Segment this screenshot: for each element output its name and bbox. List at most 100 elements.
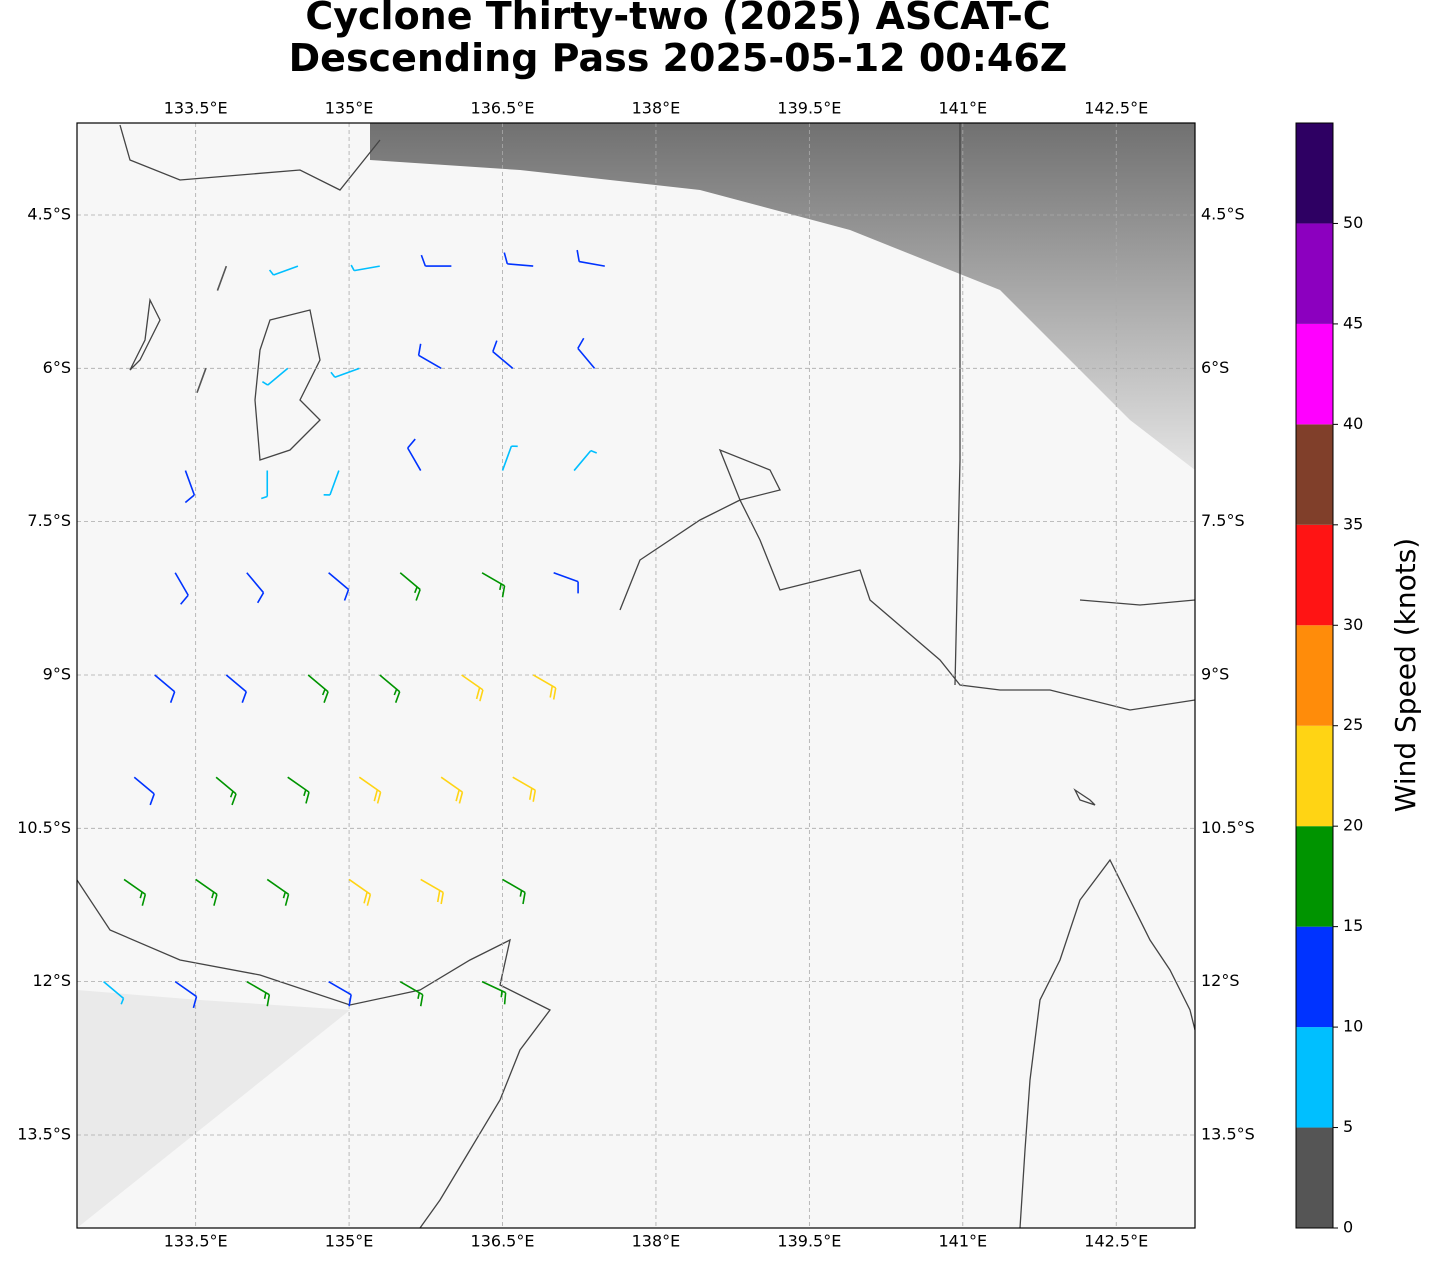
x-tick-label: 139.5°E	[777, 99, 841, 118]
x-tick-label: 136.5°E	[471, 1232, 535, 1251]
y-tick-label: 13.5°S	[1201, 1124, 1255, 1143]
colorbar-frame	[1295, 122, 1334, 1229]
y-tick-label: 13.5°S	[17, 1124, 71, 1143]
wind-barb	[330, 367, 360, 378]
y-tick-label: 7.5°S	[1201, 511, 1245, 530]
wind-barb	[512, 776, 537, 802]
wind-barb	[246, 572, 265, 604]
wind-barb	[246, 980, 271, 1007]
colorbar-segment	[1296, 323, 1333, 425]
x-tick-label: 138°E	[632, 99, 681, 118]
wind-barb	[417, 343, 442, 370]
x-tick-label: 133.5°E	[164, 1232, 228, 1251]
wind-barb	[573, 449, 598, 472]
wind-barb	[261, 367, 289, 386]
wind-barb	[307, 674, 329, 703]
wind-barb	[481, 980, 507, 1005]
wind-barb	[123, 878, 147, 906]
y-tick-label: 6°S	[1201, 358, 1229, 377]
wind-barb	[195, 878, 218, 906]
y-tick-label: 12°S	[32, 971, 71, 990]
colorbar-segment	[1296, 1027, 1333, 1128]
wind-barb	[348, 878, 372, 906]
wind-barb	[420, 878, 444, 905]
x-tick-label: 136.5°E	[471, 99, 535, 118]
wind-barb	[532, 674, 557, 700]
wind-barb	[350, 264, 380, 272]
colorbar-segment	[1296, 725, 1333, 827]
colorbar-tick-label: 5	[1343, 1117, 1353, 1136]
y-tick-label: 10.5°S	[1201, 818, 1255, 837]
grid	[77, 123, 1195, 1228]
colorbar-tick-label: 10	[1343, 1017, 1363, 1036]
wind-barb	[461, 674, 484, 702]
y-tick-label: 9°S	[1201, 664, 1229, 683]
colorbar-segment	[1296, 123, 1333, 224]
wind-barb	[328, 980, 352, 1007]
colorbar-segment	[1296, 524, 1333, 626]
y-tick-label: 6°S	[43, 358, 71, 377]
wind-barb	[287, 776, 310, 804]
y-tick-label: 7.5°S	[27, 511, 71, 530]
wind-barb	[268, 265, 299, 276]
wind-barb	[440, 776, 464, 804]
y-tick-label: 9°S	[43, 664, 71, 683]
x-tick-label: 142.5°E	[1084, 99, 1148, 118]
wind-barb	[216, 265, 228, 291]
colorbar-tick-label: 15	[1343, 916, 1363, 935]
wind-barb	[174, 980, 198, 1009]
x-tick-label: 141°E	[938, 1232, 987, 1251]
wind-barb	[184, 470, 196, 504]
y-tick-label: 12°S	[1201, 971, 1240, 990]
wind-barb	[420, 254, 452, 267]
barbs	[103, 249, 605, 1009]
wind-barb	[577, 337, 596, 369]
colorbar-segment	[1296, 926, 1333, 1028]
wind-barb	[481, 572, 506, 598]
colorbar-tick-label: 25	[1343, 715, 1363, 734]
x-tick-label: 139.5°E	[777, 1232, 841, 1251]
x-tick-label: 135°E	[325, 1232, 374, 1251]
wind-barb	[553, 572, 579, 594]
map-frame	[76, 122, 1196, 1229]
y-tick-label: 4.5°S	[27, 204, 71, 223]
wind-barb	[266, 878, 290, 906]
colorbar-segment	[1296, 826, 1333, 927]
wind-barb	[103, 981, 125, 1005]
colorbar-tick-label: 40	[1343, 414, 1363, 433]
wind-barb	[154, 674, 176, 703]
y-tick-label: 4.5°S	[1201, 204, 1245, 223]
wind-barb	[358, 776, 382, 804]
wind-barb	[399, 980, 424, 1007]
colorbar-segment	[1296, 223, 1333, 324]
wind-barb	[174, 572, 189, 605]
wind-barb	[501, 445, 518, 471]
wind-barb	[225, 674, 248, 703]
chart-subtitle: Descending Pass 2025-05-12 00:46Z	[289, 36, 1068, 80]
colorbar-label: Wind Speed (knots)	[1389, 538, 1422, 812]
colorbar-segment	[1296, 424, 1333, 525]
colorbar-tick-label: 0	[1343, 1218, 1353, 1237]
wind-barb	[406, 438, 422, 471]
x-tick-label: 142.5°E	[1084, 1232, 1148, 1251]
y-tick-label: 10.5°S	[17, 818, 71, 837]
wind-barb	[492, 340, 514, 369]
colorbar-segment	[1296, 1127, 1333, 1228]
colorbar-tick-label: 20	[1343, 816, 1363, 835]
wind-barb	[576, 249, 605, 267]
colorbar-tick-label: 45	[1343, 313, 1363, 332]
wind-barb	[196, 368, 207, 394]
wind-barb	[502, 878, 526, 905]
colorbar-tick-label: 50	[1343, 213, 1363, 232]
wind-barb	[215, 776, 237, 806]
colorbar-tick-label: 30	[1343, 615, 1363, 634]
x-tick-label: 133.5°E	[164, 99, 228, 118]
x-tick-label: 135°E	[325, 99, 374, 118]
wind-barb	[261, 470, 269, 500]
basemap	[77, 123, 1195, 1228]
x-tick-label: 141°E	[938, 99, 987, 118]
wind-barb	[503, 252, 534, 267]
wind-barb	[328, 572, 350, 601]
wind-barb	[323, 470, 340, 496]
